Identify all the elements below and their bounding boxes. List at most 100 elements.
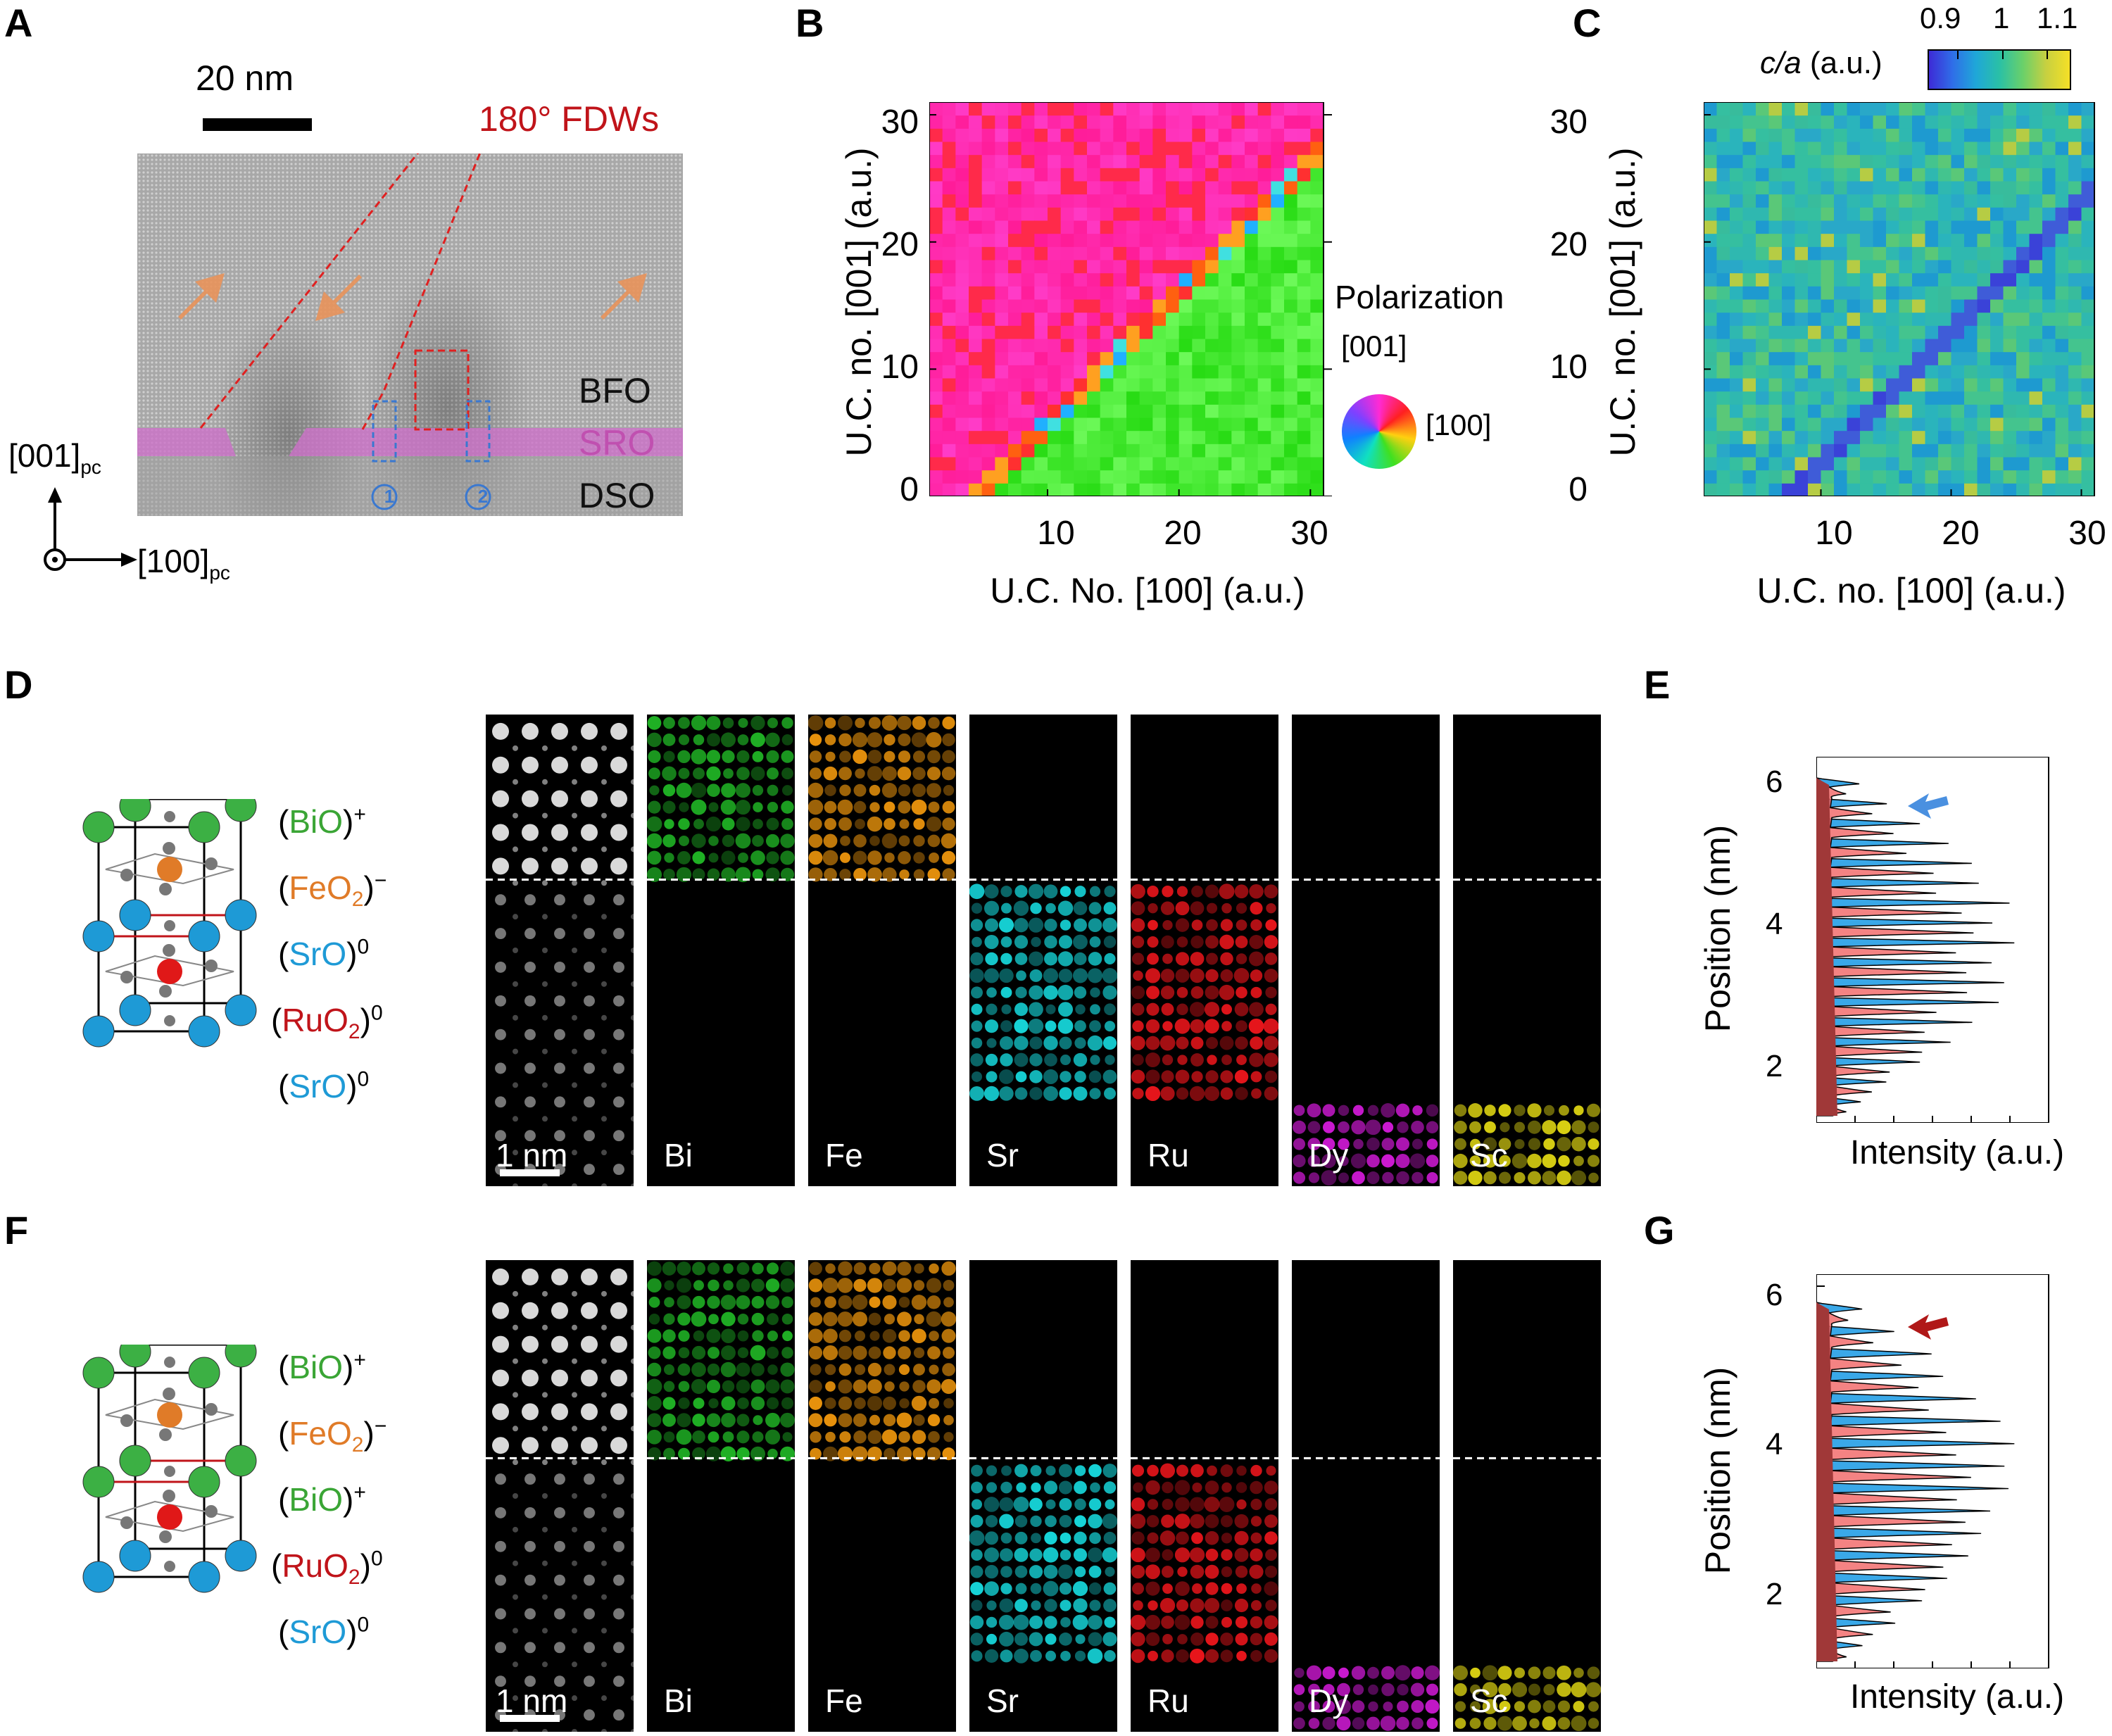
- heatmap-cell: [1284, 260, 1298, 274]
- heatmap-cell: [1782, 102, 1795, 116]
- heatmap-cell: [1873, 102, 1887, 116]
- oxygen-atom: [159, 1428, 172, 1441]
- atom-column: [584, 894, 595, 906]
- heatmap-cell: [1218, 444, 1232, 458]
- signal-blob: [1015, 1071, 1027, 1083]
- atom-column: [551, 1369, 568, 1387]
- heatmap-cell: [1847, 115, 1861, 129]
- atom-column: [542, 1426, 548, 1432]
- signal-blob: [971, 1481, 983, 1494]
- heatmap-cell: [1048, 168, 1062, 182]
- heatmap-cell: [1113, 286, 1127, 300]
- heatmap-cell: [1730, 312, 1743, 326]
- heatmap-cell: [1756, 246, 1769, 260]
- element-label: Sc: [1470, 1682, 1508, 1719]
- heatmap-cell: [1021, 286, 1035, 300]
- signal-blob: [1088, 1565, 1102, 1578]
- heatmap-cell: [1925, 154, 1939, 168]
- signal-blob: [1074, 1465, 1086, 1476]
- heatmap-cell: [1205, 351, 1219, 365]
- atom-column: [492, 1335, 509, 1353]
- heatmap-cell: [1951, 430, 1965, 444]
- heatmap-cell: [2055, 181, 2069, 195]
- heatmap-cell: [1834, 391, 1847, 405]
- heatmap-cell: [1008, 102, 1022, 116]
- signal-blob: [693, 819, 704, 829]
- heatmap-cell: [1034, 299, 1048, 313]
- heatmap-cell: [1768, 194, 1783, 208]
- signal-blob: [986, 1071, 998, 1083]
- oxygen-atom: [159, 985, 172, 998]
- signal-blob: [750, 1345, 766, 1361]
- signal-blob: [1528, 1666, 1541, 1680]
- layer-label: (BiO)+: [278, 803, 366, 841]
- heatmap-cell: [1060, 207, 1074, 221]
- heatmap-cell: [1034, 154, 1048, 168]
- heatmap-cell: [1756, 444, 1769, 458]
- heatmap-cell: [1938, 312, 1951, 326]
- signal-blob: [1453, 1665, 1469, 1680]
- signal-blob: [664, 1280, 674, 1290]
- signal-blob: [1397, 1121, 1409, 1133]
- heatmap-cell: [1794, 312, 1809, 326]
- signal-blob: [750, 850, 765, 865]
- heatmap-cell: [1113, 417, 1127, 432]
- signal-blob: [1190, 1564, 1205, 1579]
- heatmap-cell: [1912, 404, 1925, 418]
- heatmap-cell: [1886, 391, 1899, 405]
- heatmap-cell: [1951, 141, 1965, 156]
- heatmap-cell: [1951, 404, 1965, 418]
- signal-blob: [692, 1430, 705, 1444]
- heatmap-cell: [1899, 470, 1913, 484]
- heatmap-cell: [955, 457, 969, 471]
- signal-blob: [648, 1346, 661, 1359]
- signal-blob: [1043, 1564, 1058, 1579]
- signal-blob: [1190, 1598, 1205, 1613]
- heatmap-cell: [1284, 128, 1298, 142]
- atom-column: [554, 1029, 565, 1040]
- heatmap-cell: [1990, 365, 2004, 379]
- heatmap-cell: [942, 312, 956, 326]
- signal-blob: [720, 1295, 736, 1310]
- heatmap-cell: [1742, 260, 1756, 274]
- heatmap-cell: [2055, 128, 2069, 142]
- heatmap-cell: [995, 141, 1009, 156]
- heatmap-cell: [1192, 128, 1206, 142]
- heatmap-cell: [1964, 194, 1978, 208]
- signal-blob: [706, 715, 721, 730]
- signal-blob: [1205, 935, 1219, 949]
- atom-column: [542, 1695, 548, 1702]
- signal-blob: [898, 1330, 910, 1342]
- signal-blob: [722, 1380, 735, 1393]
- signal-blob: [1162, 919, 1173, 931]
- signal-blob: [1483, 1154, 1497, 1168]
- heatmap-cell: [942, 233, 956, 247]
- heatmap-cell: [955, 260, 969, 274]
- signal-blob: [663, 750, 675, 763]
- atom-column: [572, 1459, 577, 1466]
- signal-blob: [1014, 1019, 1029, 1033]
- signal-blob: [750, 732, 765, 748]
- signal-blob: [721, 783, 736, 798]
- signal-blob: [1191, 885, 1203, 898]
- atom-column: [581, 722, 598, 740]
- heatmap-cell: [1297, 246, 1311, 260]
- heatmap-cell: [1730, 430, 1743, 444]
- signal-blob: [1338, 1667, 1349, 1678]
- heatmap-cell: [1008, 339, 1022, 353]
- signal-blob: [1176, 886, 1188, 897]
- signal-blob: [1059, 1582, 1072, 1595]
- signal-blob: [1293, 1684, 1305, 1695]
- heatmap-cell: [1899, 260, 1913, 274]
- heatmap-cell: [1716, 483, 1730, 496]
- heatmap-cell: [1087, 194, 1101, 208]
- signal-blob: [884, 853, 895, 863]
- panel-f: F (BiO)+ (FeO2)− (BiO)+ (RuO2)0 (SrO)0 1 nm B…: [0, 1207, 1619, 1736]
- signal-blob: [1075, 1004, 1086, 1014]
- heatmap-cell: [1938, 220, 1951, 234]
- signal-blob: [662, 766, 677, 781]
- atom-column: [572, 1628, 577, 1634]
- signal-blob: [1235, 1633, 1248, 1646]
- signal-blob: [1234, 1530, 1249, 1545]
- atom-column: [581, 1437, 598, 1454]
